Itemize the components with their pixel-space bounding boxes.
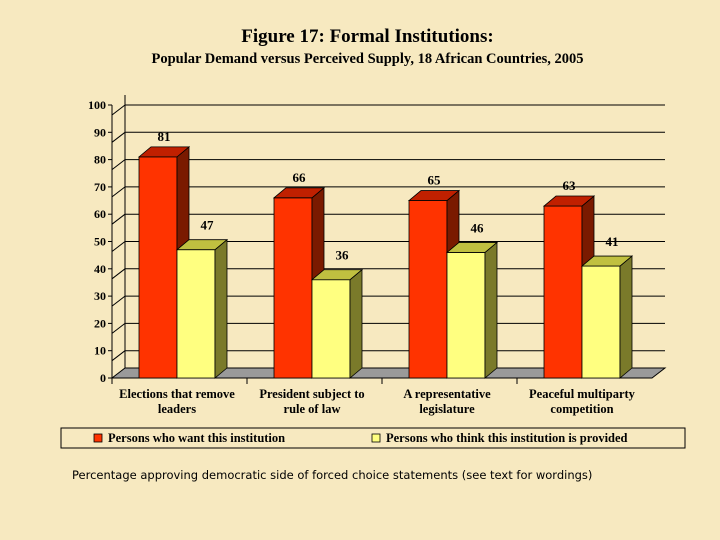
x-category-label: A representative: [403, 387, 491, 401]
y-tick-label: 60: [94, 207, 106, 221]
bar-side: [484, 241, 498, 379]
gridline-depth: [111, 241, 126, 252]
chart-title: Figure 17: Formal Institutions:: [241, 26, 494, 47]
bar-want: [408, 200, 448, 379]
y-tick-label: 90: [94, 125, 106, 139]
y-tick-label: 70: [94, 180, 106, 194]
legend-label: Persons who think this institution is pr…: [386, 431, 628, 445]
y-tick-label: 50: [94, 235, 106, 249]
bar-side: [619, 255, 633, 379]
x-category-label: legislature: [419, 402, 475, 416]
bar-want: [273, 197, 313, 379]
bar-provided: [176, 249, 216, 379]
data-label: 47: [201, 218, 215, 233]
x-category-label: rule of law: [284, 402, 341, 416]
y-tick-label: 80: [94, 153, 106, 167]
data-label: 66: [293, 170, 307, 185]
bar-top: [310, 269, 364, 281]
bar-top: [175, 239, 229, 251]
gridline-depth: [111, 159, 126, 170]
gridline-depth: [111, 131, 126, 143]
bar-provided: [581, 265, 621, 379]
gridline-depth: [111, 268, 126, 280]
bar-top: [137, 146, 191, 158]
bar-top: [272, 187, 326, 199]
data-label: 46: [471, 220, 485, 235]
x-category-label: leaders: [158, 402, 196, 416]
bar-provided: [446, 252, 486, 379]
bar-top: [580, 255, 634, 267]
gridline-depth: [111, 323, 126, 334]
gridline-depth: [111, 186, 126, 198]
data-label: 81: [158, 129, 171, 144]
x-category-label: President subject to: [259, 387, 364, 401]
bar-want: [543, 205, 583, 379]
y-tick-label: 100: [88, 98, 106, 112]
gridline-depth: [111, 213, 126, 225]
y-tick-label: 20: [94, 316, 106, 330]
legend-swatch-want: [93, 433, 103, 443]
y-tick-label: 10: [94, 344, 106, 358]
gridline-depth: [111, 295, 126, 307]
bar-provided: [311, 279, 351, 379]
legend-label: Persons who want this institution: [108, 431, 285, 445]
gridline-depth: [111, 350, 126, 362]
y-tick-label: 0: [100, 371, 106, 385]
data-label: 65: [428, 173, 442, 188]
x-category-label: Peaceful multiparty: [529, 387, 636, 401]
bar-side: [349, 268, 363, 379]
chart-caption: Percentage approving democratic side of …: [72, 468, 593, 482]
bar-want: [138, 156, 178, 379]
y-tick-label: 40: [94, 262, 106, 276]
chart-subtitle: Popular Demand versus Perceived Supply, …: [151, 51, 584, 67]
data-label: 41: [606, 234, 619, 249]
y-tick-label: 30: [94, 289, 106, 303]
legend-swatch-provided: [371, 433, 381, 443]
bar-top: [407, 190, 461, 201]
data-label: 63: [563, 178, 577, 193]
gridline-depth: [111, 104, 126, 116]
x-category-label: Elections that remove: [119, 387, 235, 401]
data-label: 36: [336, 248, 350, 263]
bar-top: [542, 195, 596, 207]
x-category-label: competition: [550, 402, 613, 416]
bar-side: [214, 238, 228, 379]
bar-top: [445, 242, 499, 253]
